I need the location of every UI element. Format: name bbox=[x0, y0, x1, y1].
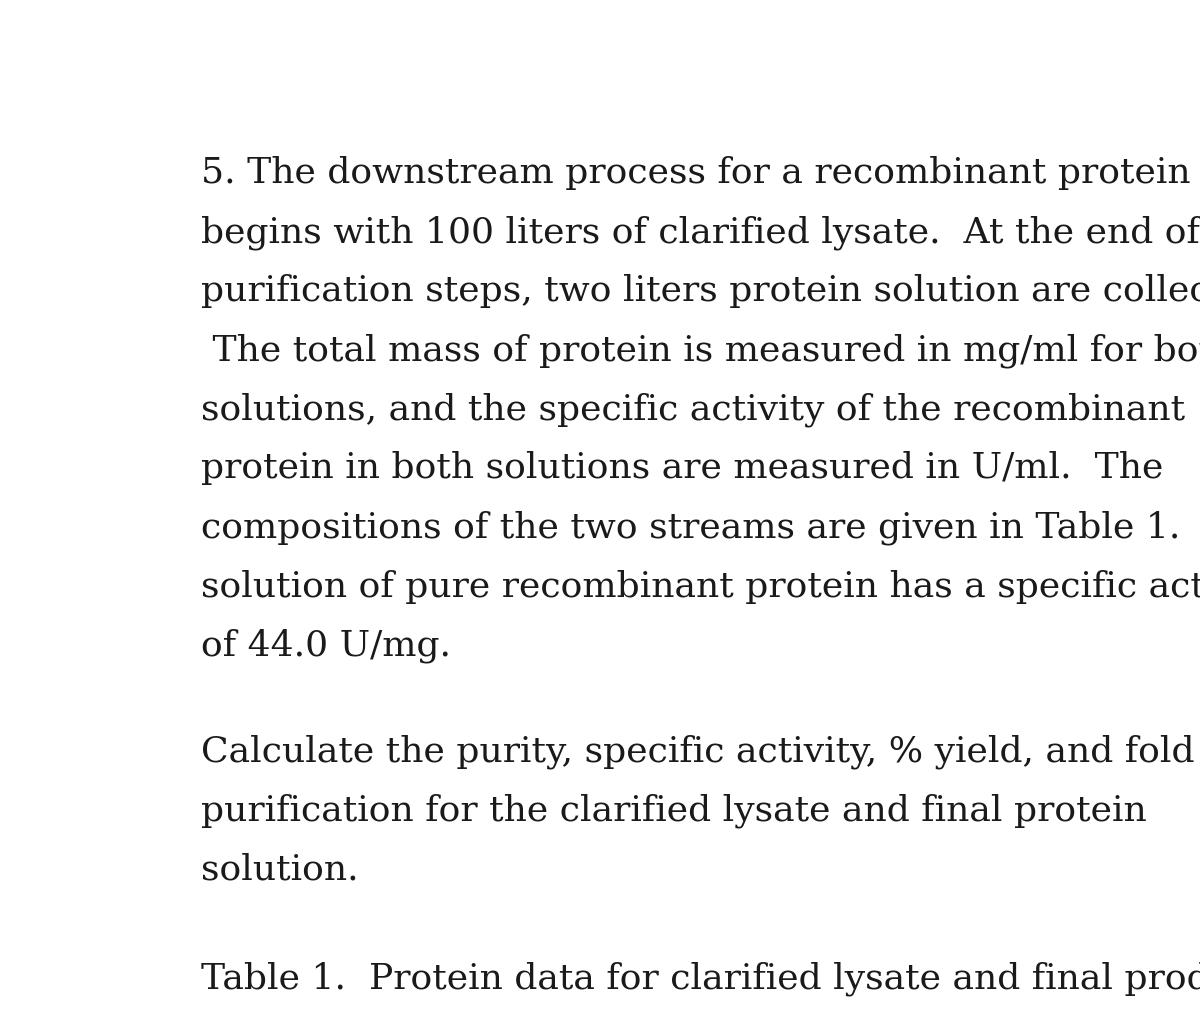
Text: purification steps, two liters protein solution are collected.: purification steps, two liters protein s… bbox=[202, 274, 1200, 308]
Text: compositions of the two streams are given in Table 1.  A: compositions of the two streams are give… bbox=[202, 511, 1200, 545]
Text: begins with 100 liters of clarified lysate.  At the end of the: begins with 100 liters of clarified lysa… bbox=[202, 215, 1200, 249]
Text: protein in both solutions are measured in U/ml.  The: protein in both solutions are measured i… bbox=[202, 451, 1164, 485]
Text: 5. The downstream process for a recombinant protein: 5. The downstream process for a recombin… bbox=[202, 156, 1190, 190]
Text: Table 1.  Protein data for clarified lysate and final product: Table 1. Protein data for clarified lysa… bbox=[202, 962, 1200, 996]
Text: solution.: solution. bbox=[202, 853, 359, 886]
Text: of 44.0 U/mg.: of 44.0 U/mg. bbox=[202, 629, 451, 663]
Text: solution of pure recombinant protein has a specific activity: solution of pure recombinant protein has… bbox=[202, 569, 1200, 603]
Text: purification for the clarified lysate and final protein: purification for the clarified lysate an… bbox=[202, 793, 1147, 827]
Text: The total mass of protein is measured in mg/ml for both: The total mass of protein is measured in… bbox=[202, 333, 1200, 367]
Text: Calculate the purity, specific activity, % yield, and fold: Calculate the purity, specific activity,… bbox=[202, 735, 1195, 769]
Text: solutions, and the specific activity of the recombinant: solutions, and the specific activity of … bbox=[202, 393, 1186, 427]
